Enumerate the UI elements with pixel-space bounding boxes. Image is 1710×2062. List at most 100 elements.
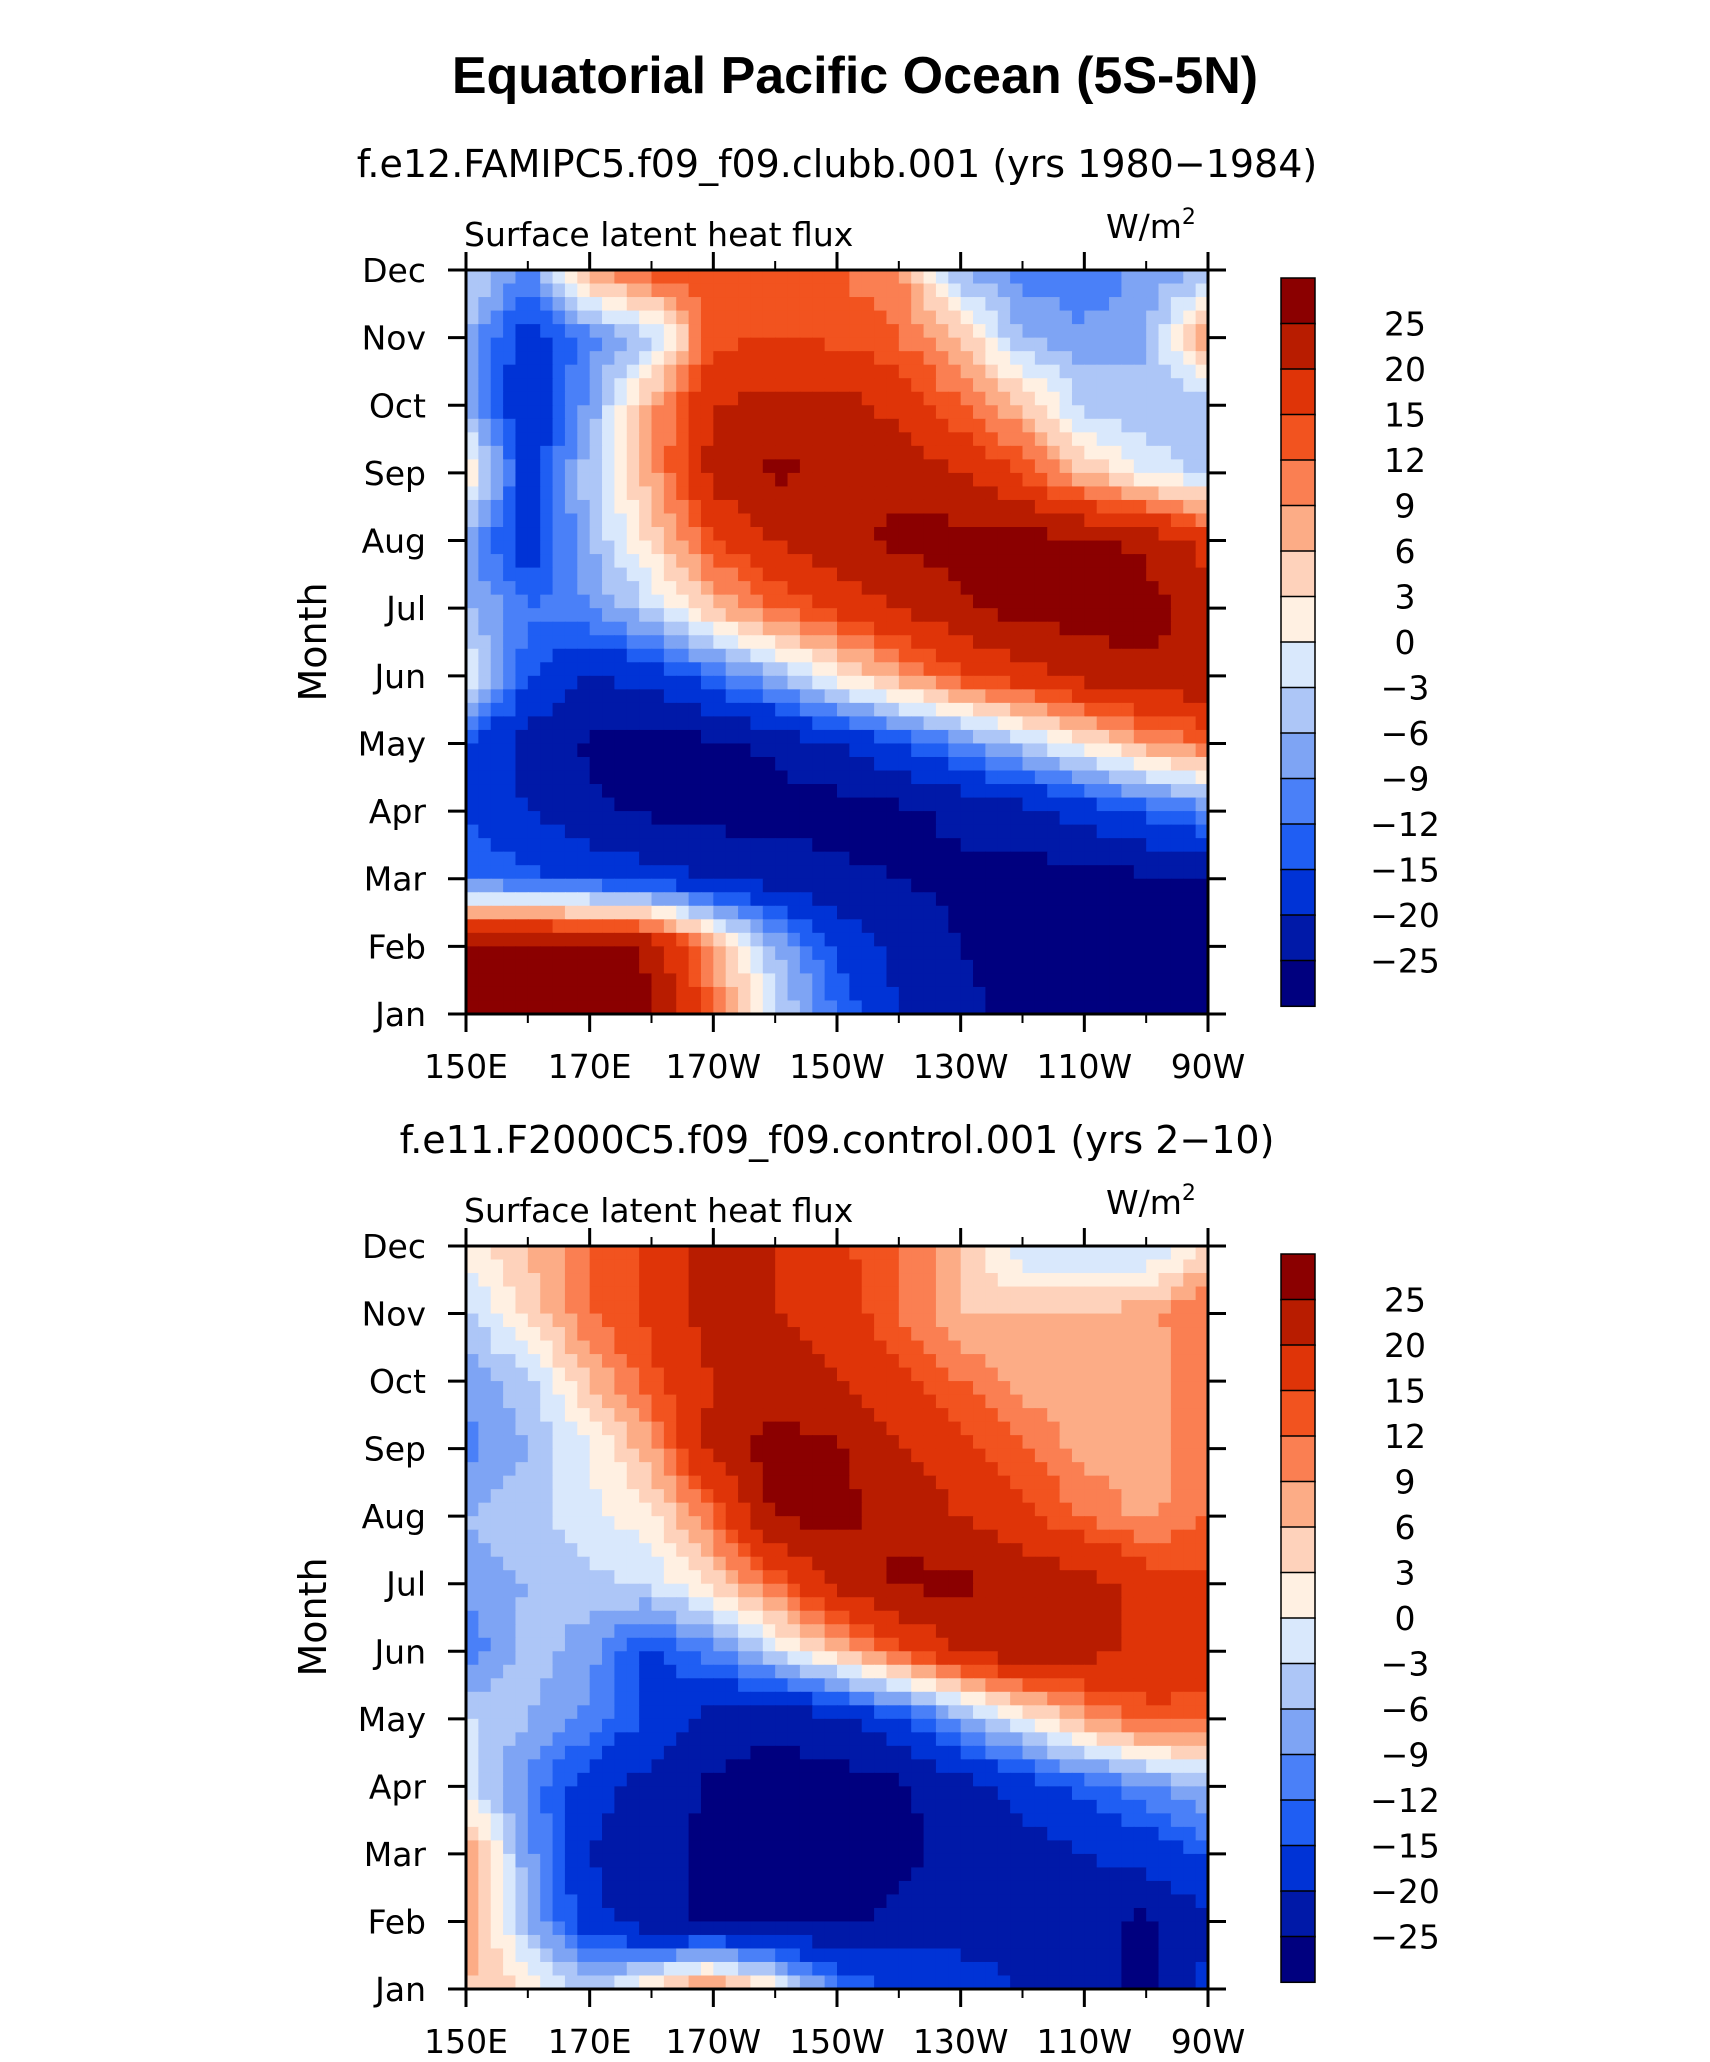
heat-cell bbox=[589, 297, 603, 312]
heat-cell bbox=[738, 1273, 752, 1288]
heat-cell bbox=[1183, 959, 1197, 975]
heat-cell bbox=[589, 459, 603, 474]
heat-cell bbox=[663, 1273, 677, 1288]
heat-cell bbox=[738, 1462, 752, 1477]
heat-cell bbox=[725, 770, 739, 785]
heat-cell bbox=[1183, 1556, 1197, 1571]
heat-cell bbox=[564, 784, 578, 799]
heat-cell bbox=[898, 459, 912, 474]
heat-cell bbox=[614, 1300, 628, 1315]
heat-cell bbox=[688, 513, 702, 528]
heat-cell bbox=[1084, 527, 1098, 542]
heat-cell bbox=[1121, 1583, 1135, 1598]
heat-cell bbox=[503, 1286, 517, 1301]
heat-cell bbox=[564, 608, 578, 623]
heat-cell bbox=[960, 527, 974, 542]
heat-cell bbox=[1084, 905, 1098, 920]
heat-cell bbox=[700, 391, 714, 406]
heat-cell bbox=[948, 310, 962, 325]
heat-cell bbox=[985, 324, 999, 339]
heat-cell bbox=[527, 905, 541, 920]
heat-cell bbox=[1146, 905, 1160, 920]
heat-cell bbox=[1170, 391, 1184, 406]
heat-cell bbox=[762, 865, 776, 880]
heat-cell bbox=[614, 1367, 628, 1382]
heat-cell bbox=[1121, 621, 1135, 636]
heat-cell bbox=[602, 1408, 615, 1423]
heat-cell bbox=[1059, 1313, 1073, 1328]
heat-cell bbox=[1071, 946, 1085, 961]
heat-cell bbox=[663, 297, 677, 312]
heat-cell bbox=[935, 432, 949, 447]
heat-cell bbox=[1146, 486, 1160, 501]
heat-cell bbox=[985, 1327, 999, 1342]
heat-cell bbox=[898, 675, 912, 690]
heat-cell bbox=[1121, 1313, 1135, 1328]
heat-cell bbox=[614, 324, 628, 339]
heat-cell bbox=[1071, 310, 1085, 325]
heat-cell bbox=[874, 1489, 888, 1504]
heat-cell bbox=[812, 540, 826, 555]
heat-cell bbox=[713, 973, 727, 988]
heat-cell bbox=[1146, 973, 1160, 988]
heat-cell bbox=[1170, 919, 1184, 934]
heat-cell bbox=[1133, 499, 1147, 515]
heat-cell bbox=[1071, 702, 1085, 717]
heat-cell bbox=[1195, 567, 1209, 582]
heat-cell bbox=[762, 797, 776, 812]
heat-cell bbox=[503, 418, 517, 433]
heat-cell bbox=[898, 432, 912, 447]
heat-cell bbox=[911, 554, 925, 569]
heat-cell bbox=[1071, 973, 1085, 988]
heat-cell bbox=[663, 527, 677, 542]
heat-cell bbox=[527, 1354, 541, 1369]
heat-cell bbox=[1059, 919, 1073, 934]
heat-cell bbox=[602, 811, 615, 826]
heat-cell bbox=[713, 1340, 727, 1355]
heat-cell bbox=[527, 486, 541, 501]
heat-cell bbox=[589, 770, 603, 785]
heat-cell bbox=[799, 445, 813, 460]
heat-cell bbox=[861, 418, 875, 433]
heat-cell bbox=[762, 932, 776, 947]
heat-cell bbox=[1195, 1408, 1209, 1423]
heat-cell bbox=[1109, 716, 1123, 731]
heat-cell bbox=[973, 702, 986, 717]
heat-cell bbox=[886, 364, 900, 379]
heat-cell bbox=[985, 811, 999, 826]
heat-cell bbox=[639, 1435, 653, 1450]
heat-cell bbox=[1047, 729, 1061, 745]
heat-cell bbox=[997, 1313, 1011, 1328]
heat-cell bbox=[1071, 1394, 1085, 1409]
heat-cell bbox=[466, 567, 479, 582]
heat-cell bbox=[614, 1313, 628, 1328]
heat-cell bbox=[466, 946, 479, 961]
units-superscript: 2 bbox=[1182, 1181, 1196, 1206]
heat-cell bbox=[1071, 635, 1085, 650]
heat-cell bbox=[540, 756, 554, 772]
heat-cell bbox=[639, 1502, 653, 1517]
heat-cell bbox=[762, 499, 776, 515]
y-tick-label: Jan bbox=[373, 995, 426, 1034]
heat-cell bbox=[478, 851, 492, 866]
heat-cell bbox=[639, 527, 653, 542]
heat-cell bbox=[1010, 1475, 1024, 1490]
heat-cell bbox=[478, 621, 492, 636]
heat-cell bbox=[923, 337, 937, 352]
heat-cell bbox=[527, 1394, 541, 1409]
heat-cell bbox=[564, 459, 578, 474]
heat-cell bbox=[515, 283, 529, 298]
heat-cell bbox=[923, 959, 937, 975]
heat-cell bbox=[713, 1273, 727, 1288]
heat-cell bbox=[911, 702, 925, 717]
heat-cell bbox=[923, 1394, 937, 1409]
heat-cell bbox=[787, 865, 801, 880]
heat-cell bbox=[478, 445, 492, 460]
heat-cell bbox=[1170, 1516, 1184, 1531]
heat-cell bbox=[861, 824, 875, 839]
heat-cell bbox=[799, 1300, 813, 1315]
heat-cell bbox=[1158, 1273, 1172, 1288]
heat-cell bbox=[898, 1543, 912, 1558]
heat-cell bbox=[1084, 554, 1098, 569]
heat-cell bbox=[639, 784, 653, 799]
